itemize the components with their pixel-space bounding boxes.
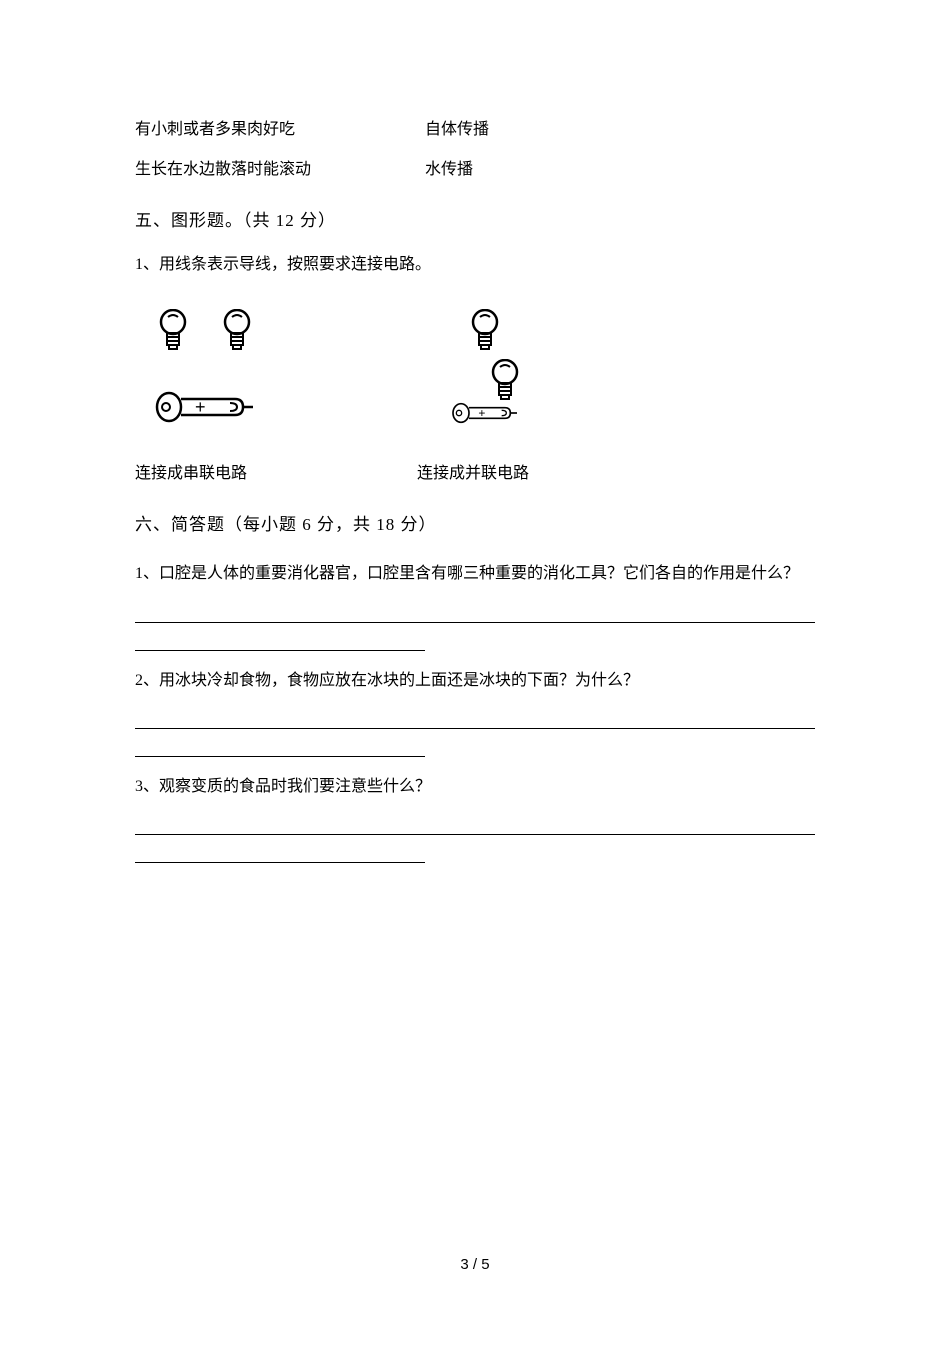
answer-line [135,627,425,651]
page-number: 3 / 5 [0,1256,950,1273]
matching-right-2: 水传播 [425,155,815,179]
circuit-diagrams-container: + [135,293,815,441]
answer-block-1 [135,599,815,651]
matching-left-2: 生长在水边散落时能滚动 [135,155,425,179]
bulbs-stacked [448,309,522,401]
battery-icon: + [155,389,255,425]
section-5-question-1: 1、用线条表示导线，按照要求连接电路。 [135,253,815,277]
svg-text:+: + [478,406,485,420]
circuit-diagram-parallel: + [415,293,555,441]
answer-block-3 [135,811,815,863]
answer-line [135,705,815,729]
bulbs-row [156,309,254,351]
circuit-label-series: 连接成串联电路 [135,459,417,483]
battery-icon: + [435,401,535,425]
bulb-icon [468,309,502,351]
bulb-icon [220,309,254,351]
section-6-title: 六、简答题（每小题 6 分，共 18 分） [135,510,815,535]
answer-line [135,839,425,863]
matching-left-1: 有小刺或者多果肉好吃 [135,115,425,139]
matching-row-2: 生长在水边散落时能滚动 水传播 [135,155,815,179]
section-5-title: 五、图形题。（共 12 分） [135,206,815,231]
matching-right-1: 自体传播 [425,115,815,139]
circuit-diagram-series: + [135,293,275,441]
svg-text:+: + [195,397,206,417]
section-6-question-3: 3、观察变质的食品时我们要注意些什么？ [135,775,815,799]
answer-line [135,733,425,757]
circuit-labels: 连接成串联电路 连接成并联电路 [135,459,815,483]
answer-block-2 [135,705,815,757]
section-6-question-2: 2、用冰块冷却食物，食物应放在冰块的上面还是冰块的下面？为什么？ [135,669,815,693]
section-6-question-1: 1、口腔是人体的重要消化器官，口腔里含有哪三种重要的消化工具？它们各自的作用是什… [135,557,815,591]
answer-line [135,811,815,835]
document-content: 有小刺或者多果肉好吃 自体传播 生长在水边散落时能滚动 水传播 五、图形题。（共… [0,0,950,863]
matching-row-1: 有小刺或者多果肉好吃 自体传播 [135,115,815,139]
bulb-icon [488,359,522,401]
bulb-icon [156,309,190,351]
answer-line [135,599,815,623]
circuit-label-parallel: 连接成并联电路 [417,459,529,483]
